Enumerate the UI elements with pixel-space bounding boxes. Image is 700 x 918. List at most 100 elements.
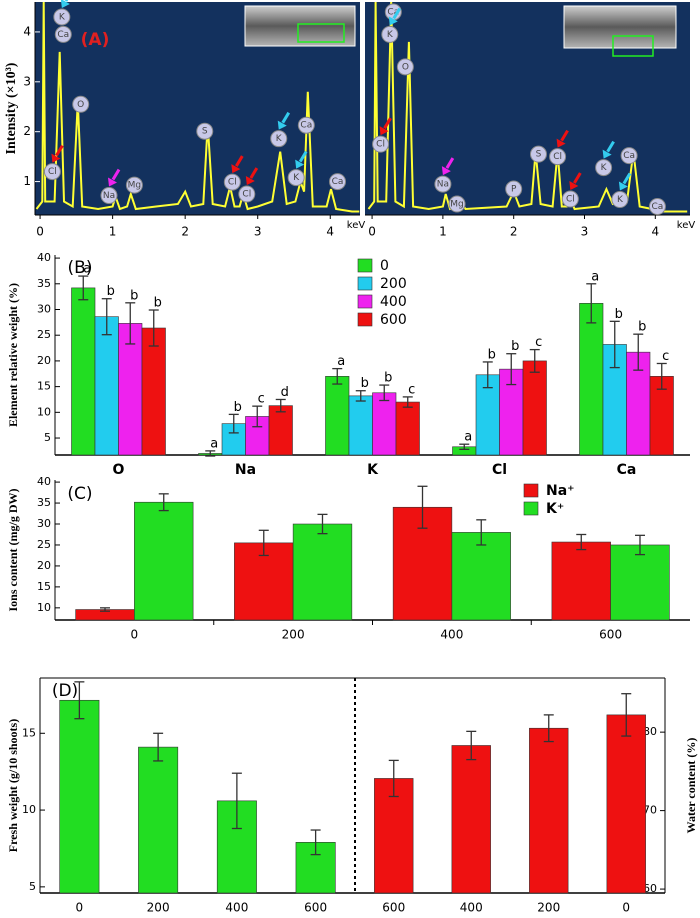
legend-swatch: [357, 294, 373, 309]
x-tick-label: 200: [537, 901, 560, 915]
y-axis-label: Element relative weight (%): [6, 283, 20, 427]
significance-letter: c: [258, 392, 265, 407]
significance-letter: d: [281, 385, 289, 400]
annotation: Cl: [48, 167, 57, 177]
significance-letter: b: [130, 288, 138, 303]
annotation: Na: [103, 191, 115, 201]
significance-letter: b: [154, 296, 162, 311]
annotation-arrowhead: [277, 120, 287, 130]
bar: [451, 745, 491, 894]
annotation: Mg: [128, 181, 141, 191]
legend-label: 600: [380, 312, 407, 328]
x-tick-label: 600: [599, 628, 622, 642]
y-axis-label: Intensity (×10³): [4, 62, 19, 154]
annotation-marker: [529, 145, 547, 163]
annotation: K: [293, 173, 300, 183]
annotation: Na: [437, 180, 449, 190]
annotation-arrow: [249, 167, 259, 179]
annotation: K: [601, 163, 608, 173]
x-tick-label: 400: [440, 628, 463, 642]
y-tick-label: 5: [29, 880, 36, 893]
bar: [141, 327, 166, 456]
annotation-marker: [287, 169, 305, 187]
y-tick-label: 30: [37, 517, 51, 530]
annotation-marker: [53, 8, 71, 26]
significance-letter: b: [234, 400, 242, 415]
significance-letter: a: [591, 269, 599, 284]
bar: [268, 405, 293, 456]
x-tick-label: 2: [510, 225, 518, 239]
x-tick-label: 2: [181, 225, 189, 239]
x-tick-label: Cl: [492, 462, 507, 478]
annotation: O: [77, 100, 84, 110]
x-tick-label: 1: [439, 225, 447, 239]
significance-letter: b: [384, 371, 392, 386]
significance-letter: c: [662, 349, 669, 364]
significance-letter: b: [615, 307, 623, 322]
annotation: Cl: [242, 190, 251, 200]
legend-swatch: [357, 312, 373, 327]
significance-letter: b: [361, 376, 369, 391]
annotation-arrow: [64, 0, 69, 2]
annotation-arrow: [55, 144, 64, 157]
annotation: Ca: [387, 7, 399, 17]
significance-letter: b: [638, 320, 646, 335]
y-tick-label: 4: [23, 24, 31, 38]
y-tick-label: 15: [37, 580, 51, 593]
significance-letter: a: [83, 262, 91, 277]
annotation: Ca: [57, 30, 69, 40]
y-tick-label: 20: [37, 559, 51, 572]
y-tick-label: 25: [37, 538, 51, 551]
x-tick-label: 3: [581, 225, 589, 239]
annotation: Cl: [376, 140, 385, 150]
bar: [451, 532, 511, 621]
y-tick-label: 3: [23, 74, 31, 88]
x-axis-label: keV: [677, 220, 696, 231]
bar: [374, 778, 414, 894]
annotation-marker: [54, 25, 72, 43]
legend-swatch: [357, 276, 373, 291]
x-tick-label: 600: [382, 901, 405, 915]
annotation-arrow: [298, 150, 308, 163]
y-tick-label: 10: [37, 601, 51, 614]
significance-letter: a: [337, 354, 345, 369]
annotation-arrow: [606, 140, 615, 153]
annotation-marker: [648, 198, 666, 216]
annotation-arrow: [235, 155, 244, 167]
x-tick-label: 4: [326, 225, 334, 239]
x-tick-label: 0: [131, 628, 139, 642]
annotation-marker: [448, 195, 466, 213]
annotation: Ca: [652, 202, 664, 212]
x-tick-label: 400: [460, 901, 483, 915]
inset-image: [244, 5, 356, 47]
x-tick-label: 4: [651, 225, 659, 239]
x-tick-label: 600: [304, 901, 327, 915]
bar: [292, 523, 353, 621]
significance-letter: b: [107, 284, 115, 299]
x-tick-label: Na: [235, 462, 256, 478]
significance-letter: a: [464, 430, 472, 445]
annotation-marker: [196, 122, 214, 140]
y-tick-label: 20: [37, 354, 51, 367]
panel-label: (D): [52, 681, 78, 701]
annotation-arrow: [445, 157, 455, 169]
x-tick-label: 200: [282, 628, 305, 642]
annotation-arrow: [111, 168, 121, 181]
x-tick-label: 200: [147, 901, 170, 915]
y-tick-label: 5: [44, 431, 51, 444]
annotation: K: [59, 12, 66, 22]
annotation: Cl: [566, 195, 575, 205]
annotation-arrow: [622, 172, 632, 185]
chart-layer: 0 1 2 3 4 keV1234KCaOClNaMgSClClKKCaCaIntensi…: [4, 0, 698, 915]
y-tick-label: 70: [643, 804, 657, 817]
significance-letter: a: [210, 436, 218, 451]
x-tick-label: 3: [254, 225, 262, 239]
annotation-arrowhead: [602, 149, 612, 159]
x-tick-label: 400: [225, 901, 248, 915]
panel-label: (C): [67, 484, 92, 504]
x-tick-label: 0: [36, 225, 44, 239]
significance-letter: c: [408, 382, 415, 397]
annotation-marker: [505, 180, 523, 198]
x-tick-label: 0: [76, 901, 84, 915]
bar: [522, 360, 547, 456]
